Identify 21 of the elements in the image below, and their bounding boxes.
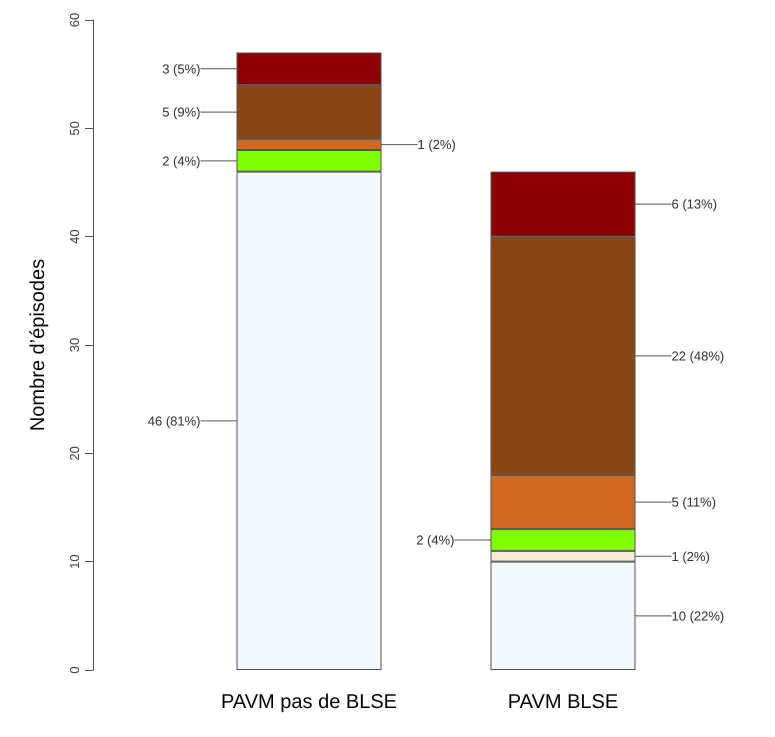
y-tick-label: 50 [67, 121, 82, 136]
data-label: 5 (9%) [162, 104, 200, 120]
y-tick-label: 10 [67, 554, 82, 569]
data-label: 2 (4%) [416, 532, 454, 548]
y-tick-label: 0 [67, 666, 82, 674]
y-axis-title: Nombre d’épisodes [27, 258, 49, 432]
y-tick-label: 60 [67, 12, 82, 28]
x-tick-label: PAVM pas de BLSE [220, 691, 398, 713]
data-label: 3 (5%) [162, 61, 200, 76]
data-label: 5 (11%) [672, 494, 716, 510]
data-label: 6 (13%) [672, 196, 718, 212]
data-label: 46 (81%) [148, 413, 200, 428]
y-tick-label: 40 [67, 229, 82, 244]
y-tick-label: 30 [67, 338, 82, 352]
data-label: 1 (2%) [672, 548, 710, 564]
data-label: 22 (48%) [672, 348, 724, 364]
data-label: 2 (4%) [162, 153, 200, 168]
data-label: 10 (22%) [672, 608, 724, 624]
data-label: 1 (2%) [418, 137, 456, 152]
x-tick-label: PAVM BLSE [508, 691, 618, 713]
y-tick-label: 20 [67, 446, 82, 461]
